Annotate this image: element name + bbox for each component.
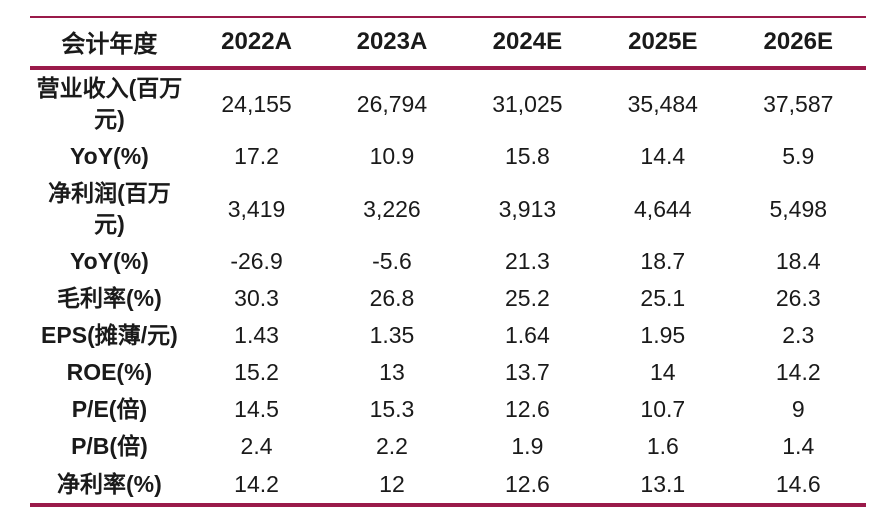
table-row: ROE(%) 15.2 13 13.7 14 14.2 xyxy=(30,354,866,391)
value-cell: 24,155 xyxy=(221,90,292,117)
row-label: P/B(倍) xyxy=(71,433,148,460)
row-label: ROE(%) xyxy=(66,359,153,386)
value-cell: 1.4 xyxy=(782,433,815,460)
value-cell: 14.5 xyxy=(234,396,279,423)
value-cell: 3,913 xyxy=(498,195,557,222)
value-cell: 25.2 xyxy=(505,285,550,312)
financial-forecast-table: 会计年度 2022A 2023A 2024E 2025E 2026E 营业收入(百万元) 2… xyxy=(30,16,866,507)
header-cell-year: 2025E xyxy=(595,17,731,70)
value-cell: 10.7 xyxy=(640,396,686,423)
value-cell: 37,587 xyxy=(763,90,834,117)
value-cell: 18.4 xyxy=(775,248,821,275)
value-cell: 15.8 xyxy=(505,143,550,170)
table-row: 营业收入(百万元) 24,155 26,794 31,025 35,484 37,587 xyxy=(30,68,866,138)
value-cell: 5,498 xyxy=(769,195,828,222)
value-cell: 14.2 xyxy=(234,470,279,497)
value-cell: 2.4 xyxy=(240,433,273,460)
value-cell: 30.3 xyxy=(234,285,279,312)
value-cell: 14.2 xyxy=(775,359,821,386)
value-cell: 26.8 xyxy=(369,285,415,312)
table-header: 会计年度 2022A 2023A 2024E 2025E 2026E xyxy=(30,17,866,70)
value-cell: 12.6 xyxy=(505,396,550,423)
table-row: EPS(摊薄/元) 1.43 1.35 1.64 1.95 2.3 xyxy=(30,317,866,354)
value-cell: 5.9 xyxy=(782,143,815,170)
value-cell: 14.4 xyxy=(640,143,686,170)
table-row: 净利润(百万元) 3,419 3,226 3,913 4,644 5,498 xyxy=(30,175,866,243)
header-cell-year: 2022A xyxy=(188,17,325,70)
value-cell: 26,794 xyxy=(356,90,428,117)
value-cell: 4,644 xyxy=(634,195,692,222)
value-cell: 14 xyxy=(650,359,676,386)
row-label: YoY(%) xyxy=(70,248,149,275)
value-cell: 25.1 xyxy=(640,285,686,312)
table-row: 毛利率(%) 30.3 26.8 25.2 25.1 26.3 xyxy=(30,280,866,317)
value-cell: 1.9 xyxy=(511,433,544,460)
value-cell: 9 xyxy=(791,396,805,423)
value-cell: 1.6 xyxy=(646,433,679,460)
table-row: P/B(倍) 2.4 2.2 1.9 1.6 1.4 xyxy=(30,428,866,465)
value-cell: 1.35 xyxy=(369,322,415,349)
value-cell: 17.2 xyxy=(234,143,279,170)
header-cell-fiscal-year: 会计年度 xyxy=(30,17,189,70)
value-cell: 31,025 xyxy=(492,90,563,117)
value-cell: 2.2 xyxy=(375,433,408,460)
table-header-row: 会计年度 2022A 2023A 2024E 2025E 2026E xyxy=(30,17,866,70)
table-row: P/E(倍) 14.5 15.3 12.6 10.7 9 xyxy=(30,391,866,428)
value-cell: 21.3 xyxy=(505,248,550,275)
value-cell: 12 xyxy=(379,470,405,497)
header-cell-year: 2024E xyxy=(459,17,596,70)
value-cell: 13.1 xyxy=(640,470,686,497)
table-row: YoY(%) 17.2 10.9 15.8 14.4 5.9 xyxy=(30,138,866,175)
row-label: 毛利率(%) xyxy=(57,285,162,312)
table-row: 净利率(%) 14.2 12 12.6 13.1 14.6 xyxy=(30,466,866,505)
value-cell: 15.2 xyxy=(234,359,279,386)
row-label: 净利率(%) xyxy=(57,470,162,497)
financial-table-page: 会计年度 2022A 2023A 2024E 2025E 2026E 营业收入(百万元) 2… xyxy=(30,16,866,507)
row-label: 营业收入(百万元) xyxy=(36,75,183,133)
value-cell: 1.95 xyxy=(640,322,686,349)
row-label: YoY(%) xyxy=(70,143,149,170)
table-body: 营业收入(百万元) 24,155 26,794 31,025 35,484 37,587 Y… xyxy=(30,68,866,505)
value-cell: 35,484 xyxy=(627,90,698,117)
row-label: P/E(倍) xyxy=(71,396,148,423)
value-cell: -5.6 xyxy=(372,248,412,275)
value-cell: -26.9 xyxy=(230,248,283,275)
value-cell: 13.7 xyxy=(505,359,550,386)
value-cell: 3,226 xyxy=(363,195,421,222)
header-cell-year: 2023A xyxy=(324,17,460,70)
value-cell: 13 xyxy=(379,359,405,386)
value-cell: 3,419 xyxy=(227,195,286,222)
value-cell: 15.3 xyxy=(369,396,415,423)
header-cell-year: 2026E xyxy=(730,17,866,70)
value-cell: 10.9 xyxy=(369,143,415,170)
row-label: EPS(摊薄/元) xyxy=(41,322,178,349)
value-cell: 1.43 xyxy=(234,322,279,349)
value-cell: 26.3 xyxy=(775,285,821,312)
row-label: 净利润(百万元) xyxy=(48,180,171,238)
table-row: YoY(%) -26.9 -5.6 21.3 18.7 18.4 xyxy=(30,243,866,280)
value-cell: 18.7 xyxy=(640,248,686,275)
value-cell: 2.3 xyxy=(782,322,815,349)
value-cell: 12.6 xyxy=(505,470,550,497)
value-cell: 1.64 xyxy=(505,322,550,349)
value-cell: 14.6 xyxy=(775,470,821,497)
